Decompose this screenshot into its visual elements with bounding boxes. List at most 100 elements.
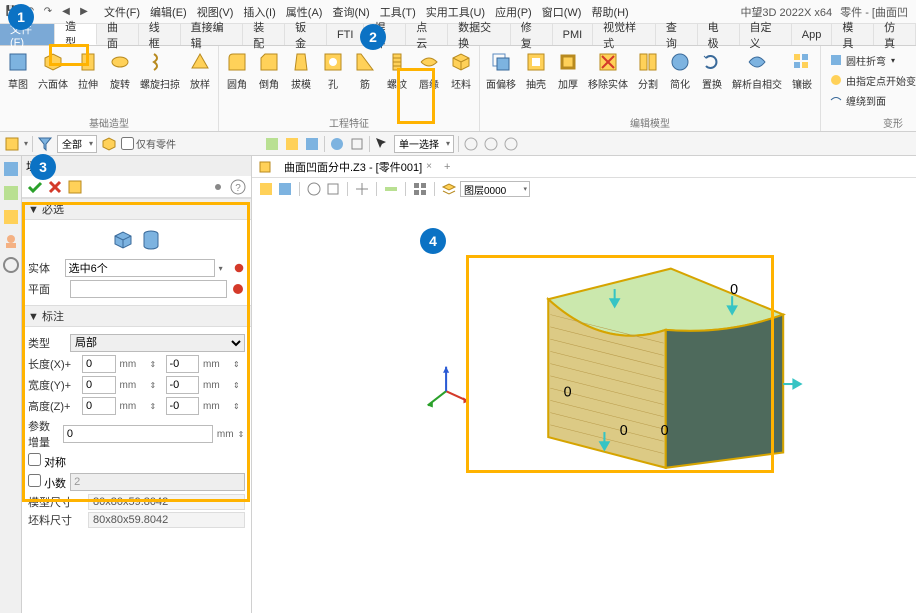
tab-pmi[interactable]: PMI [553, 24, 594, 45]
btn-extrude[interactable]: 拉伸 [72, 48, 104, 112]
btn-simplify[interactable]: 简化 [664, 48, 696, 112]
hz-pos[interactable] [82, 397, 116, 415]
doc-tab[interactable]: 曲面凹面分中.Z3 - [零件001]× [278, 157, 438, 177]
btn-helix[interactable]: 螺旋扫掠 [136, 48, 184, 112]
apply-icon[interactable] [66, 178, 84, 196]
lenx-pos[interactable] [82, 355, 116, 373]
btn-loft[interactable]: 放样 [184, 48, 216, 112]
close-icon[interactable]: × [426, 161, 432, 172]
only-parts-check[interactable]: 仅有零件 [121, 136, 176, 151]
sel-icon3[interactable] [304, 136, 320, 152]
entity-dropdown-icon[interactable]: ▾ [219, 264, 229, 273]
v-icon6[interactable] [383, 181, 399, 197]
btn-thicken[interactable]: 加厚 [552, 48, 584, 112]
btn-offset[interactable]: 面偏移 [482, 48, 520, 112]
tab-electrode[interactable]: 电极 [698, 24, 740, 45]
sel-icon1[interactable] [264, 136, 280, 152]
viewport[interactable]: 曲面凹面分中.Z3 - [零件001]× + 图层0000 [252, 156, 916, 613]
type-select[interactable]: 局部 [70, 334, 245, 352]
btn-revolve[interactable]: 旋转 [104, 48, 136, 112]
tab-sim[interactable]: 仿真 [874, 24, 916, 45]
tab-cloud[interactable]: 点云 [406, 24, 448, 45]
menu-query[interactable]: 查询(N) [328, 2, 373, 22]
lbar-icon3[interactable] [2, 208, 20, 226]
lbar-icon5[interactable] [2, 256, 20, 274]
shape-box-icon[interactable] [111, 228, 135, 252]
misc-icon1[interactable] [463, 136, 479, 152]
btn-hole[interactable]: 孔 [317, 48, 349, 112]
tab-query[interactable]: 查询 [656, 24, 698, 45]
menu-window[interactable]: 窗口(W) [538, 2, 586, 22]
sel-icon2[interactable] [284, 136, 300, 152]
select-mode-icon[interactable] [374, 136, 390, 152]
btn-shell[interactable]: 抽壳 [520, 48, 552, 112]
btn-cyl-bend[interactable]: 圆柱折弯▾ [829, 53, 916, 68]
hz-neg[interactable] [166, 397, 200, 415]
v-icon4[interactable] [325, 181, 341, 197]
v-icon3[interactable] [306, 181, 322, 197]
btn-split[interactable]: 分割 [632, 48, 664, 112]
entity-input[interactable] [65, 259, 215, 277]
qat-redo-icon[interactable]: ↷ [40, 4, 56, 20]
misc-icon3[interactable] [503, 136, 519, 152]
tab-asm[interactable]: 装配 [243, 24, 285, 45]
btn-replace[interactable]: 置换 [696, 48, 728, 112]
pin-icon[interactable] [209, 178, 227, 196]
lbar-icon2[interactable] [2, 184, 20, 202]
v-icon2[interactable] [277, 181, 293, 197]
incr-input[interactable] [63, 425, 213, 443]
tab-visual[interactable]: 视觉样式 [593, 24, 656, 45]
tab-mold[interactable]: 模具 [832, 24, 874, 45]
sym-check[interactable]: 对称 [28, 453, 66, 470]
plane-pick-icon[interactable] [231, 282, 245, 296]
tab-repair[interactable]: 修复 [511, 24, 553, 45]
btn-lip[interactable]: 唇缘 [413, 48, 445, 112]
ok-icon[interactable] [26, 178, 44, 196]
wy-neg[interactable] [166, 376, 200, 394]
btn-chamfer[interactable]: 倒角 [253, 48, 285, 112]
entity-pick-icon[interactable] [233, 261, 245, 275]
help-icon[interactable]: ? [229, 178, 247, 196]
btn-remove[interactable]: 移除实体 [584, 48, 632, 112]
tab-direct[interactable]: 直接编辑 [181, 24, 244, 45]
misc-icon2[interactable] [483, 136, 499, 152]
section-required[interactable]: ▼ 必选 [22, 198, 251, 220]
lbar-icon4[interactable] [2, 232, 20, 250]
wy-pos[interactable] [82, 376, 116, 394]
btn-resolve[interactable]: 解析自相交 [728, 48, 786, 112]
btn-sketch[interactable]: 草图 [2, 48, 34, 112]
add-tab-icon[interactable]: + [444, 161, 450, 173]
filter-combo[interactable]: 全部 [57, 135, 97, 153]
tab-shape[interactable]: 造型 [55, 24, 97, 45]
tab-sheet[interactable]: 钣金 [285, 24, 327, 45]
layer-combo[interactable]: 图层0000 [460, 181, 530, 197]
btn-draft[interactable]: 拔模 [285, 48, 317, 112]
tab-fti[interactable]: FTI [327, 24, 365, 45]
btn-thread[interactable]: 螺纹 [381, 48, 413, 112]
dec-check[interactable]: 小数 [28, 474, 66, 491]
plane-input[interactable] [70, 280, 227, 298]
btn-stock[interactable]: 坯料 [445, 48, 477, 112]
tab-wireframe[interactable]: 线框 [139, 24, 181, 45]
filter-icon[interactable] [37, 136, 53, 152]
layer-icon[interactable] [441, 181, 457, 197]
sel-icon5[interactable] [349, 136, 365, 152]
btn-mosaic[interactable]: 镶嵌 [786, 48, 818, 112]
shape-cyl-icon[interactable] [139, 228, 163, 252]
tb-icon[interactable] [4, 136, 20, 152]
tab-custom[interactable]: 自定义 [740, 24, 792, 45]
select-combo[interactable]: 单一选择 [394, 135, 454, 153]
tab-exchange[interactable]: 数据交换 [448, 24, 511, 45]
cancel-icon[interactable] [46, 178, 64, 196]
btn-hex[interactable]: 六面体 [34, 48, 72, 112]
tab-app[interactable]: App [792, 24, 833, 45]
btn-wrap[interactable]: 缠绕到面 [829, 93, 916, 108]
sel-icon4[interactable] [329, 136, 345, 152]
tab-surface[interactable]: 曲面 [97, 24, 139, 45]
cube-filter-icon[interactable] [101, 136, 117, 152]
canvas-3d[interactable]: 0 0 0 0 [252, 200, 916, 613]
lenx-neg[interactable] [166, 355, 200, 373]
btn-rib[interactable]: 筋 [349, 48, 381, 112]
v-icon5[interactable] [354, 181, 370, 197]
v-icon7[interactable] [412, 181, 428, 197]
